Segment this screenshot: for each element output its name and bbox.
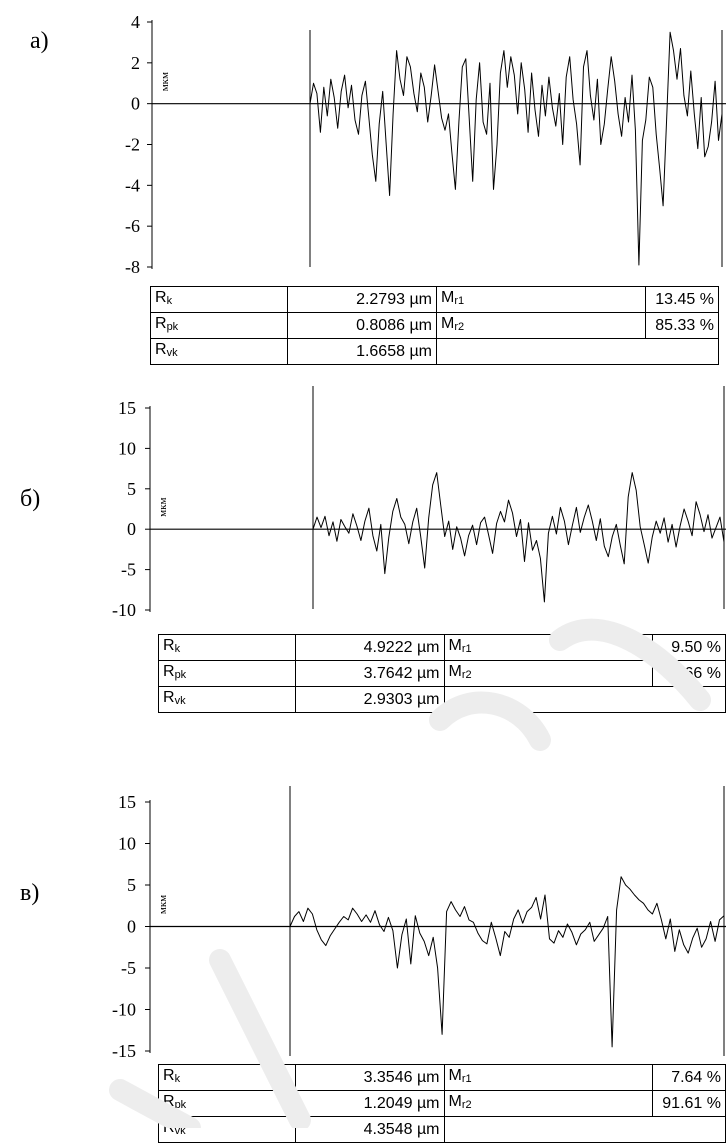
mr2-label: Mr2 (443, 1090, 653, 1117)
profile-line (289, 876, 725, 1048)
y-tick-label: -6 (125, 216, 140, 236)
profile-line (309, 31, 723, 266)
mr1-value: 9.50 % (651, 634, 726, 661)
chart-a: 4 2 0 -2 -4 -6 -8 мкм (125, 12, 726, 277)
rpk-value: 0.8086 µm (287, 312, 437, 339)
rvk-value: 2.9303 µm (294, 686, 445, 713)
y-tick-label: -15 (112, 1041, 136, 1061)
panel-label: в) (20, 880, 40, 906)
y-tick-label: -8 (125, 257, 140, 277)
parameter-table: Rk 2.2793 µm Mr1 13.45 % Rpk 0.8086 µm M… (150, 286, 719, 365)
parameter-table: Rk 4.9222 µm Mr1 9.50 % Rpk 3.7642 µm Mr… (158, 634, 726, 713)
y-tick-label: -5 (121, 958, 136, 978)
y-tick-label: -10 (112, 1000, 136, 1020)
mr1-value: 7.64 % (651, 1064, 726, 1091)
y-tick-label: -4 (125, 175, 140, 195)
profile-line (312, 472, 725, 603)
y-tick-label: -2 (125, 135, 140, 155)
y-tick-label: 15 (118, 792, 136, 812)
panel-b: б) 15 10 5 0 -5 -10 мкм Rk 4.9222 µm Mr1 9.50 … (0, 386, 726, 726)
rk-label: Rk (150, 286, 288, 313)
rk-value: 2.2793 µm (287, 286, 437, 313)
y-tick-label: 0 (127, 519, 136, 539)
y-tick-label: 15 (118, 398, 136, 418)
rpk-label: Rpk (150, 312, 288, 339)
rvk-label: Rvk (158, 1116, 296, 1143)
mr2-label: Mr2 (436, 312, 646, 339)
mr2-label: Mr2 (443, 660, 653, 687)
mr1-label: Mr1 (443, 1064, 653, 1091)
y-tick-label: 4 (131, 12, 140, 32)
rk-value: 3.3546 µm (294, 1064, 445, 1091)
rpk-value: 3.7642 µm (294, 660, 445, 687)
mr1-label: Mr1 (443, 634, 653, 661)
chart-c: 15 10 5 0 -5 -10 -15 мкм (112, 786, 726, 1061)
y-tick-label: 10 (118, 438, 136, 458)
y-tick-label: 5 (127, 479, 136, 499)
y-tick-label: 0 (131, 94, 140, 114)
panel-label: а) (30, 28, 49, 54)
rk-value: 4.9222 µm (294, 634, 445, 661)
empty-cell (436, 338, 719, 365)
parameter-table: Rk 3.3546 µm Mr1 7.64 % Rpk 1.2049 µm Mr… (158, 1064, 726, 1143)
y-tick-label: -5 (121, 560, 136, 580)
rpk-label: Rpk (158, 1090, 296, 1117)
y-axis-label: мкм (157, 895, 169, 914)
rvk-label: Rvk (158, 686, 296, 713)
rpk-value: 1.2049 µm (294, 1090, 445, 1117)
y-tick-label: -10 (112, 600, 136, 620)
chart-b: 15 10 5 0 -5 -10 мкм (112, 386, 726, 620)
panel-a: а) 4 2 0 -2 -4 -6 -8 мкм Rk 2.2793 µm Mr1 13.45… (0, 0, 726, 380)
y-tick-label: 5 (127, 875, 136, 895)
rvk-value: 4.3548 µm (294, 1116, 445, 1143)
panel-label: б) (20, 486, 41, 512)
y-axis-label: мкм (157, 498, 169, 517)
mr2-value: 91.61 % (651, 1090, 726, 1117)
rpk-label: Rpk (158, 660, 296, 687)
mr2-value: 88.66 % (651, 660, 726, 687)
panel-c: в) 15 10 5 0 -5 -10 -15 мкм Rk 3.3546 µm Mr1 7.… (0, 786, 726, 1143)
mr1-value: 13.45 % (645, 286, 719, 313)
y-tick-label: 2 (131, 53, 140, 73)
y-tick-label: 10 (118, 834, 136, 854)
empty-cell (443, 1116, 726, 1143)
y-tick-label: 0 (127, 917, 136, 937)
rvk-label: Rvk (150, 338, 288, 365)
mr1-label: Mr1 (436, 286, 646, 313)
empty-cell (443, 686, 726, 713)
rvk-value: 1.6658 µm (287, 338, 437, 365)
y-axis-label: мкм (159, 72, 171, 91)
rk-label: Rk (158, 1064, 296, 1091)
rk-label: Rk (158, 634, 296, 661)
mr2-value: 85.33 % (645, 312, 719, 339)
